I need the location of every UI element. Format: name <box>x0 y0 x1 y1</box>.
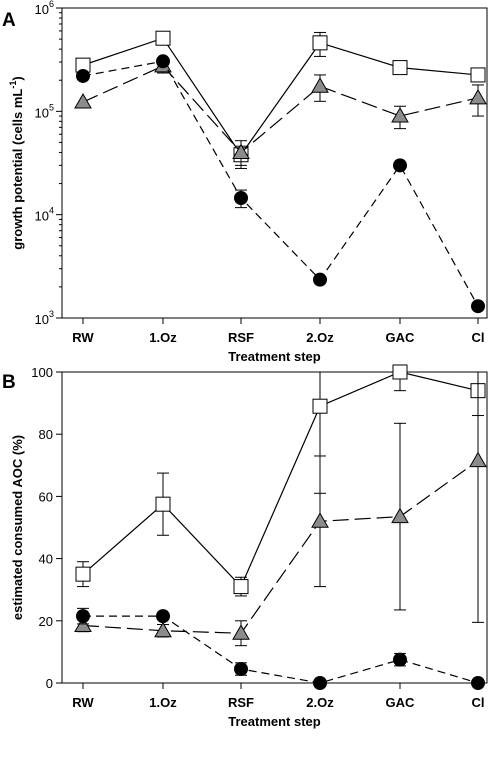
data-point <box>392 60 408 76</box>
series-line <box>82 371 479 588</box>
x-tick-label: 1.Oz <box>149 695 177 710</box>
y-tick-label: 60 <box>39 489 53 504</box>
y-axis-label: growth potential (cells mL-1) <box>8 76 25 249</box>
x-tick-label: 1.Oz <box>149 330 177 345</box>
x-axis-label: Treatment step <box>228 714 321 729</box>
y-tick-label: 103 <box>35 309 54 327</box>
chart-panel-b: B 0 20 40 60 80 100 RW 1.Oz RSF 2.Oz GAC Cl Treatment… <box>2 364 488 729</box>
series-line <box>83 615 479 684</box>
data-point <box>393 158 407 173</box>
series-open-square <box>75 364 486 597</box>
y-tick-label: 0 <box>46 676 53 691</box>
data-point <box>391 507 409 524</box>
x-tick-label: 2.Oz <box>306 695 334 710</box>
x-tick-label: Cl <box>472 695 485 710</box>
series-black-circle <box>76 54 485 314</box>
plot-frame <box>61 7 488 319</box>
panel-label: A <box>2 10 16 31</box>
y-axis-label: estimated consumed AOC (%) <box>10 435 25 620</box>
data-point <box>469 451 487 468</box>
y-tick-label: 80 <box>39 427 53 442</box>
data-point <box>74 616 92 632</box>
panel-label: B <box>2 372 16 393</box>
y-tick-label: 105 <box>35 102 54 120</box>
x-tick-label: RSF <box>228 330 254 345</box>
data-point <box>232 143 250 159</box>
y-tick-label: 100 <box>31 365 53 380</box>
x-tick-label: 2.Oz <box>306 330 334 345</box>
data-point <box>156 54 170 69</box>
y-tick-label: 104 <box>35 206 54 224</box>
y-tick-label: 40 <box>39 552 53 567</box>
data-point <box>74 93 92 109</box>
data-point <box>471 676 485 690</box>
series-black-circle <box>76 607 485 690</box>
data-point <box>312 398 328 414</box>
data-point <box>311 512 329 528</box>
x-tick-label: RSF <box>228 695 254 710</box>
data-point <box>155 30 171 46</box>
x-tick-label: GAC <box>386 330 416 345</box>
data-point <box>391 107 409 123</box>
series-line <box>82 60 479 307</box>
series-line <box>82 37 479 156</box>
data-point <box>154 621 172 638</box>
data-point <box>155 496 171 512</box>
x-tick-label: Cl <box>472 330 485 345</box>
data-point <box>393 652 407 667</box>
x-tick-label: RW <box>72 695 94 710</box>
data-point <box>470 67 486 83</box>
series-line <box>82 65 479 154</box>
data-point <box>232 624 250 640</box>
x-tick-label: RW <box>72 330 94 345</box>
data-point <box>311 77 329 93</box>
data-point <box>234 190 248 205</box>
data-point <box>233 579 249 595</box>
data-point <box>76 609 90 624</box>
data-point <box>392 364 408 380</box>
data-point <box>312 35 328 51</box>
data-point <box>469 88 487 105</box>
series-line <box>82 460 479 634</box>
data-point <box>156 609 170 624</box>
x-tick-label: GAC <box>386 695 416 710</box>
data-point <box>471 299 485 314</box>
x-axis-label: Treatment step <box>228 349 321 364</box>
chart-panel-a: A 103 104 105 106 RW 1.Oz RSF 2.Oz GAC Cl Treatment… <box>2 0 488 364</box>
series-gray-triangle <box>74 371 487 647</box>
y-tick-label: 20 <box>39 614 53 629</box>
plot-frame <box>61 371 488 684</box>
series-open-square <box>75 30 486 166</box>
data-point <box>75 566 91 582</box>
data-point <box>313 676 327 690</box>
data-point <box>76 68 90 83</box>
series-gray-triangle <box>74 56 487 169</box>
data-point <box>313 272 327 287</box>
y-tick-label: 106 <box>35 0 54 17</box>
data-point <box>234 662 248 677</box>
